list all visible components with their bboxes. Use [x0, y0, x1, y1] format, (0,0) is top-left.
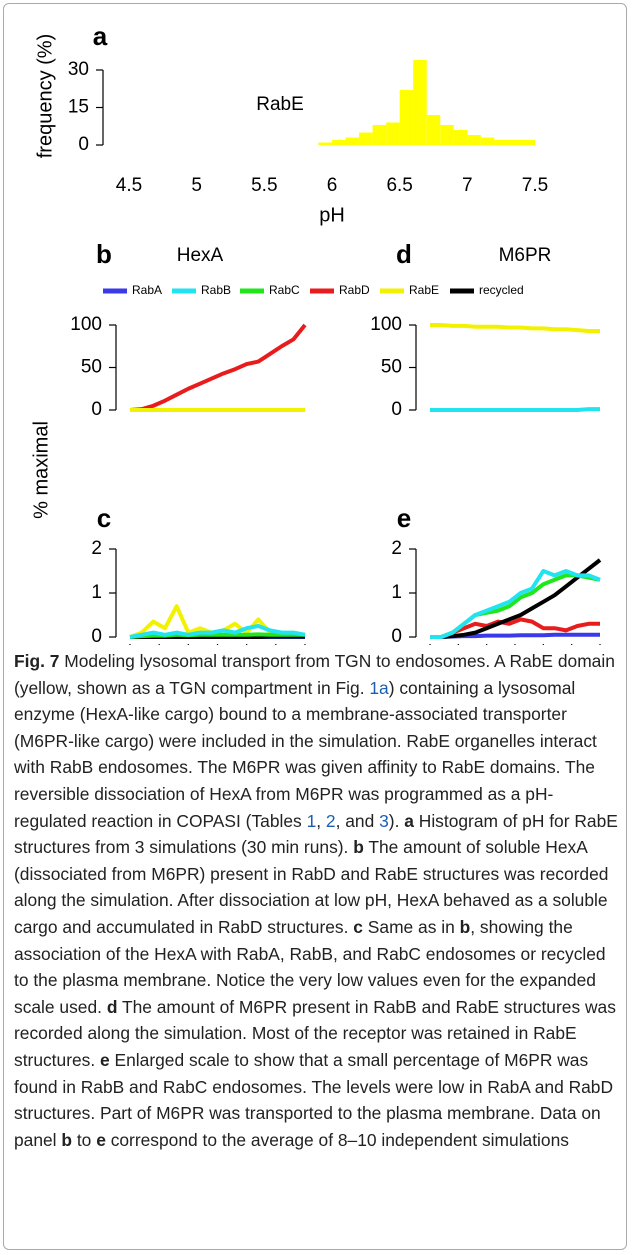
series-line — [430, 569, 601, 639]
histogram-bar — [372, 125, 387, 145]
caption-text: The amount of M6PR present in RabB and R… — [14, 996, 616, 1070]
x-tick-label: 7.5 — [522, 175, 548, 196]
histogram-bar — [521, 140, 535, 145]
figure: a 0 15 30 4.5 5 5.5 6 6.5 7 7.5 RabE pH frequency (%)… — [30, 21, 602, 645]
y-tick-label: 2 — [91, 538, 102, 559]
y-tick-label: 30 — [68, 59, 89, 80]
histogram-bar — [507, 140, 522, 145]
caption-link[interactable]: 1a — [369, 677, 389, 698]
x-axis-label: pH — [319, 204, 345, 226]
legend-label: RabC — [269, 283, 300, 297]
histogram-bar — [386, 122, 400, 145]
histogram-bar — [440, 125, 454, 145]
panel-title: M6PR — [499, 245, 552, 266]
x-tick-label: 6.5 — [386, 175, 412, 196]
y-tick-label: 50 — [381, 357, 402, 378]
y-tick-label: 0 — [91, 399, 102, 420]
legend-label: RabD — [339, 283, 370, 297]
caption-text: Same as in — [362, 916, 460, 937]
y-tick-label: 50 — [81, 357, 102, 378]
caption-text: , — [316, 810, 326, 831]
caption-bold: e — [100, 1049, 110, 1070]
y-tick-label: 100 — [70, 314, 102, 335]
caption-link[interactable]: 2 — [325, 810, 336, 831]
caption-bold: d — [106, 996, 118, 1017]
series-line — [129, 624, 306, 639]
histogram-bar — [413, 60, 427, 145]
legend-label: recycled — [479, 283, 524, 297]
y-tick-label: 1 — [91, 582, 102, 603]
y-tick-label: 1 — [391, 582, 402, 603]
histogram-bar — [318, 142, 332, 145]
x-tick-label: 5.5 — [251, 175, 277, 196]
caption-link[interactable]: 1 — [306, 810, 317, 831]
caption-bold: b — [459, 916, 471, 937]
x-tick-label: 7 — [462, 175, 473, 196]
histogram-bar — [494, 140, 508, 145]
histogram-bar — [426, 115, 441, 145]
caption-bold: c — [353, 916, 363, 937]
y-tick-label: 100 — [370, 314, 402, 335]
caption-text: to — [72, 1129, 97, 1150]
histogram-bar — [359, 132, 373, 145]
series-line — [129, 323, 307, 412]
caption-text: ) containing a lysosomal enzyme (HexA-li… — [14, 677, 597, 831]
caption-text: correspond to the average of 8–10 indepe… — [105, 1129, 569, 1150]
y-tick-label: 2 — [391, 538, 402, 559]
caption-text: Enlarged scale to show that a small perc… — [14, 1049, 614, 1150]
histogram-bar — [345, 137, 360, 145]
x-tick-label: 5 — [191, 175, 202, 196]
histogram-bar — [399, 90, 414, 145]
series-line — [430, 323, 600, 333]
y-tick-label: 0 — [391, 399, 402, 420]
y-axis-label: % maximal — [30, 421, 52, 519]
panel-label: a — [93, 21, 108, 51]
caption-bold: Fig. 7 — [14, 651, 60, 671]
x-tick-label: 6 — [327, 175, 338, 196]
y-tick-label: 0 — [91, 626, 102, 645]
caption-link[interactable]: 3 — [379, 810, 389, 831]
panel-label: c — [97, 503, 111, 533]
histogram-bar — [453, 130, 468, 145]
series-line — [430, 407, 600, 412]
histogram-bar — [332, 140, 346, 145]
histogram-bar — [467, 135, 481, 145]
caption-text: Histogram of pH for RabE structures from… — [14, 810, 618, 858]
y-tick-label: 15 — [68, 97, 89, 118]
legend-label: RabA — [132, 283, 162, 297]
legend-label: RabE — [409, 283, 439, 297]
caption-text: The amount of soluble HexA (dissociated … — [14, 837, 609, 937]
panel-label: e — [397, 503, 411, 533]
caption-text: , and — [335, 810, 380, 831]
caption-bold: b — [353, 837, 364, 858]
caption-text: Modeling lysosomal transport from TGN to… — [14, 651, 615, 698]
series-line — [430, 558, 602, 639]
figure-frame — [3, 3, 627, 1250]
panel-label: d — [396, 239, 412, 269]
caption-bold: a — [404, 810, 414, 831]
panel-title: HexA — [177, 245, 224, 266]
annotation: RabE — [256, 94, 304, 115]
y-tick-label: 0 — [78, 134, 89, 155]
caption-text: , showing the association of the HexA wi… — [14, 916, 606, 1017]
y-tick-label: 0 — [391, 626, 402, 645]
caption-bold: b — [61, 1129, 73, 1150]
panel-label: b — [96, 239, 112, 269]
y-axis-label: frequency (%) — [34, 34, 56, 159]
histogram-bar — [480, 137, 495, 145]
legend-label: RabB — [201, 283, 231, 297]
caption-bold: e — [96, 1129, 106, 1150]
caption-text: ). — [388, 810, 405, 831]
x-tick-label: 4.5 — [116, 175, 142, 196]
caption: Fig. 7 Modeling lysosomal transport from… — [14, 648, 620, 1153]
